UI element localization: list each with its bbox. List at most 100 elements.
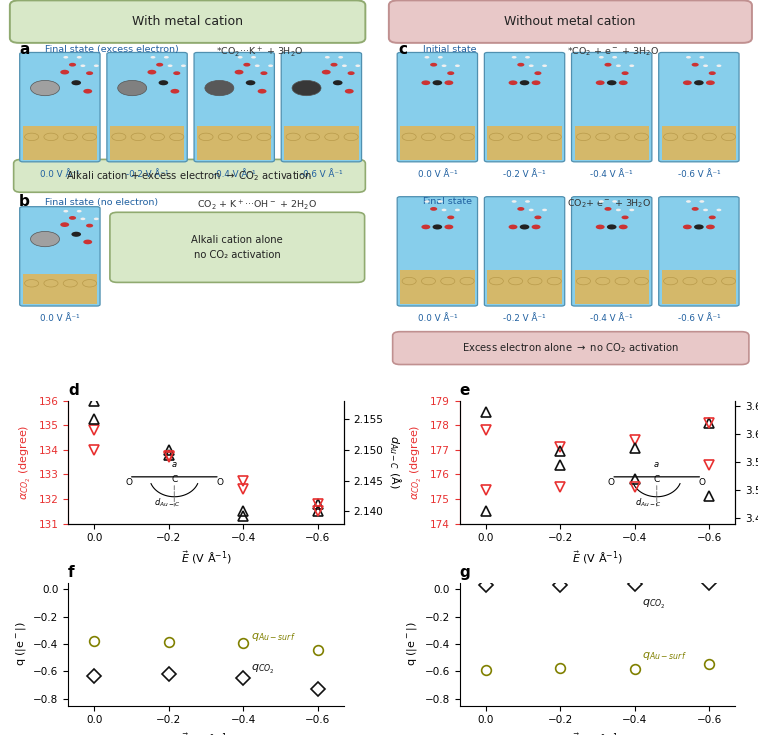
FancyBboxPatch shape [572,197,652,306]
Circle shape [80,218,86,220]
Text: g: g [459,565,471,580]
Circle shape [292,80,321,96]
Circle shape [709,215,716,219]
Circle shape [520,224,529,229]
Text: Excess electron alone $\rightarrow$ no CO$_2$ activation: Excess electron alone $\rightarrow$ no C… [462,341,679,355]
Text: CO$_2$ + K$^+$···OH$^-$ + 2H$_2$O: CO$_2$ + K$^+$···OH$^-$ + 2H$_2$O [197,198,318,212]
Circle shape [599,56,604,59]
Text: -0.4 V Å⁻¹: -0.4 V Å⁻¹ [590,315,633,323]
Circle shape [238,56,243,59]
Circle shape [444,225,453,229]
Circle shape [447,215,454,219]
Circle shape [722,133,736,140]
Circle shape [509,225,518,229]
Circle shape [528,133,542,140]
Circle shape [444,80,453,85]
Circle shape [604,62,612,67]
Text: a: a [19,42,30,57]
Circle shape [683,80,692,85]
Text: -0.4 V Å⁻¹: -0.4 V Å⁻¹ [590,171,633,179]
Bar [662,126,736,160]
Circle shape [529,209,534,211]
Text: b: b [19,194,30,209]
Circle shape [534,215,541,219]
Text: Final state (excess electron): Final state (excess electron) [45,46,179,54]
Circle shape [489,277,503,285]
FancyBboxPatch shape [484,197,565,306]
Circle shape [246,80,255,85]
Circle shape [683,277,697,285]
Text: e: e [459,383,470,398]
Circle shape [694,80,703,85]
Text: -0.2 V Å⁻¹: -0.2 V Å⁻¹ [126,171,168,179]
Circle shape [599,200,604,203]
Circle shape [111,133,126,140]
Circle shape [237,133,252,140]
Circle shape [509,80,518,85]
Circle shape [64,210,68,212]
Circle shape [86,223,93,228]
Bar [487,270,562,304]
Circle shape [634,277,649,285]
Circle shape [596,133,610,140]
Circle shape [286,133,300,140]
Circle shape [170,133,184,140]
Circle shape [71,80,81,85]
Circle shape [517,62,525,67]
Circle shape [69,216,76,220]
Circle shape [325,56,330,59]
Text: O: O [125,478,133,487]
Circle shape [542,65,547,67]
Circle shape [517,207,525,211]
Text: CO$_2$+ e$^-$ + 3H$_2$O: CO$_2$+ e$^-$ + 3H$_2$O [567,197,651,209]
Circle shape [305,133,320,140]
Text: Final state: Final state [423,197,472,206]
FancyBboxPatch shape [397,197,478,306]
Circle shape [83,279,97,287]
Circle shape [171,89,180,93]
Bar [487,126,562,160]
Circle shape [576,133,590,140]
Circle shape [663,133,678,140]
Text: *CO$_2$ + e$^-$ + 3H$_2$O: *CO$_2$ + e$^-$ + 3H$_2$O [567,46,659,58]
Circle shape [344,133,359,140]
Circle shape [596,277,610,285]
Circle shape [440,133,455,140]
Circle shape [686,200,691,203]
Circle shape [424,200,430,203]
Circle shape [205,80,234,96]
Text: $q_{CO_2}$: $q_{CO_2}$ [251,664,274,676]
Circle shape [338,56,343,59]
Y-axis label: q (|e$^-$|): q (|e$^-$|) [405,622,419,667]
Circle shape [702,133,716,140]
Circle shape [702,277,716,285]
Circle shape [694,224,703,229]
Circle shape [716,65,722,67]
Circle shape [218,133,233,140]
Circle shape [330,62,337,67]
Circle shape [64,56,68,59]
Circle shape [629,209,634,211]
Text: a: a [172,460,177,470]
Circle shape [94,218,99,220]
Text: 0.0 V Å⁻¹: 0.0 V Å⁻¹ [40,315,80,323]
Text: -0.6 V Å⁻¹: -0.6 V Å⁻¹ [300,171,343,179]
Circle shape [455,65,460,67]
Circle shape [525,200,530,203]
Bar [400,126,475,160]
Circle shape [321,70,330,74]
Circle shape [615,133,629,140]
Circle shape [80,65,86,67]
Circle shape [612,200,617,203]
Text: O: O [608,478,615,487]
FancyBboxPatch shape [10,1,365,43]
Circle shape [440,277,455,285]
Circle shape [683,225,692,229]
Circle shape [663,277,678,285]
Circle shape [520,80,529,85]
Bar [23,273,97,304]
Circle shape [24,133,39,140]
Text: 0.0 V Å⁻¹: 0.0 V Å⁻¹ [40,171,80,179]
Circle shape [424,56,430,59]
Circle shape [421,225,431,229]
